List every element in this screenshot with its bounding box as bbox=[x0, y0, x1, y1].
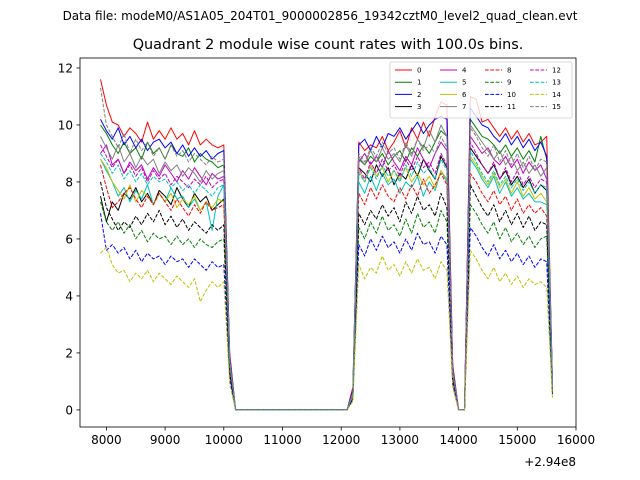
legend-label-15: 15 bbox=[552, 103, 561, 111]
y-tick-label: 12 bbox=[58, 61, 73, 75]
y-tick-label: 6 bbox=[65, 232, 73, 246]
chart: Data file: modeM0/AS1A05_204T01_90000028… bbox=[0, 0, 640, 480]
x-tick-label: 10000 bbox=[205, 433, 243, 447]
series-line-13 bbox=[101, 151, 553, 410]
y-tick-label: 8 bbox=[65, 175, 73, 189]
x-tick-label: 9000 bbox=[150, 433, 181, 447]
y-axis: 0 2 4 6 8 10 12 bbox=[58, 61, 80, 417]
legend-label-0: 0 bbox=[417, 67, 421, 75]
series-line-15 bbox=[101, 88, 553, 410]
legend-label-3: 3 bbox=[417, 103, 421, 111]
x-tick-label: 14000 bbox=[440, 433, 478, 447]
x-tick-label: 13000 bbox=[381, 433, 419, 447]
x-tick-label: 12000 bbox=[322, 433, 360, 447]
legend-label-13: 13 bbox=[552, 79, 561, 87]
legend-label-9: 9 bbox=[507, 79, 511, 87]
legend-label-12: 12 bbox=[552, 67, 561, 75]
x-offset-label: +2.94e8 bbox=[524, 455, 576, 469]
y-tick-label: 4 bbox=[65, 289, 73, 303]
legend-label-6: 6 bbox=[462, 91, 467, 99]
legend-label-10: 10 bbox=[507, 91, 516, 99]
series-line-14 bbox=[101, 248, 553, 410]
x-tick-label: 8000 bbox=[91, 433, 122, 447]
legend-label-5: 5 bbox=[462, 79, 466, 87]
x-tick-label: 15000 bbox=[498, 433, 536, 447]
series-line-10 bbox=[101, 213, 553, 410]
legend-label-4: 4 bbox=[462, 67, 467, 75]
legend-label-1: 1 bbox=[417, 79, 421, 87]
series-layer bbox=[101, 79, 553, 410]
series-line-11 bbox=[101, 182, 553, 410]
y-tick-label: 0 bbox=[65, 403, 73, 417]
series-line-2 bbox=[101, 108, 553, 410]
chart-suptitle: Data file: modeM0/AS1A05_204T01_90000028… bbox=[63, 9, 578, 23]
legend-label-7: 7 bbox=[462, 103, 466, 111]
legend-label-8: 8 bbox=[507, 67, 511, 75]
series-line-7 bbox=[101, 125, 553, 410]
legend-label-11: 11 bbox=[507, 103, 516, 111]
series-line-3 bbox=[101, 148, 553, 410]
series-line-1 bbox=[101, 119, 553, 410]
y-tick-label: 2 bbox=[65, 346, 73, 360]
x-tick-label: 11000 bbox=[263, 433, 301, 447]
x-tick-label: 16000 bbox=[557, 433, 595, 447]
series-line-0 bbox=[101, 79, 553, 410]
series-line-9 bbox=[101, 202, 553, 410]
y-tick-label: 10 bbox=[58, 118, 73, 132]
chart-title: Quadrant 2 module wise count rates with … bbox=[133, 37, 524, 53]
legend-label-14: 14 bbox=[552, 91, 561, 99]
legend-label-2: 2 bbox=[417, 91, 421, 99]
x-axis: 8000 9000 10000 11000 12000 13000 14000 15000 16… bbox=[91, 427, 595, 447]
